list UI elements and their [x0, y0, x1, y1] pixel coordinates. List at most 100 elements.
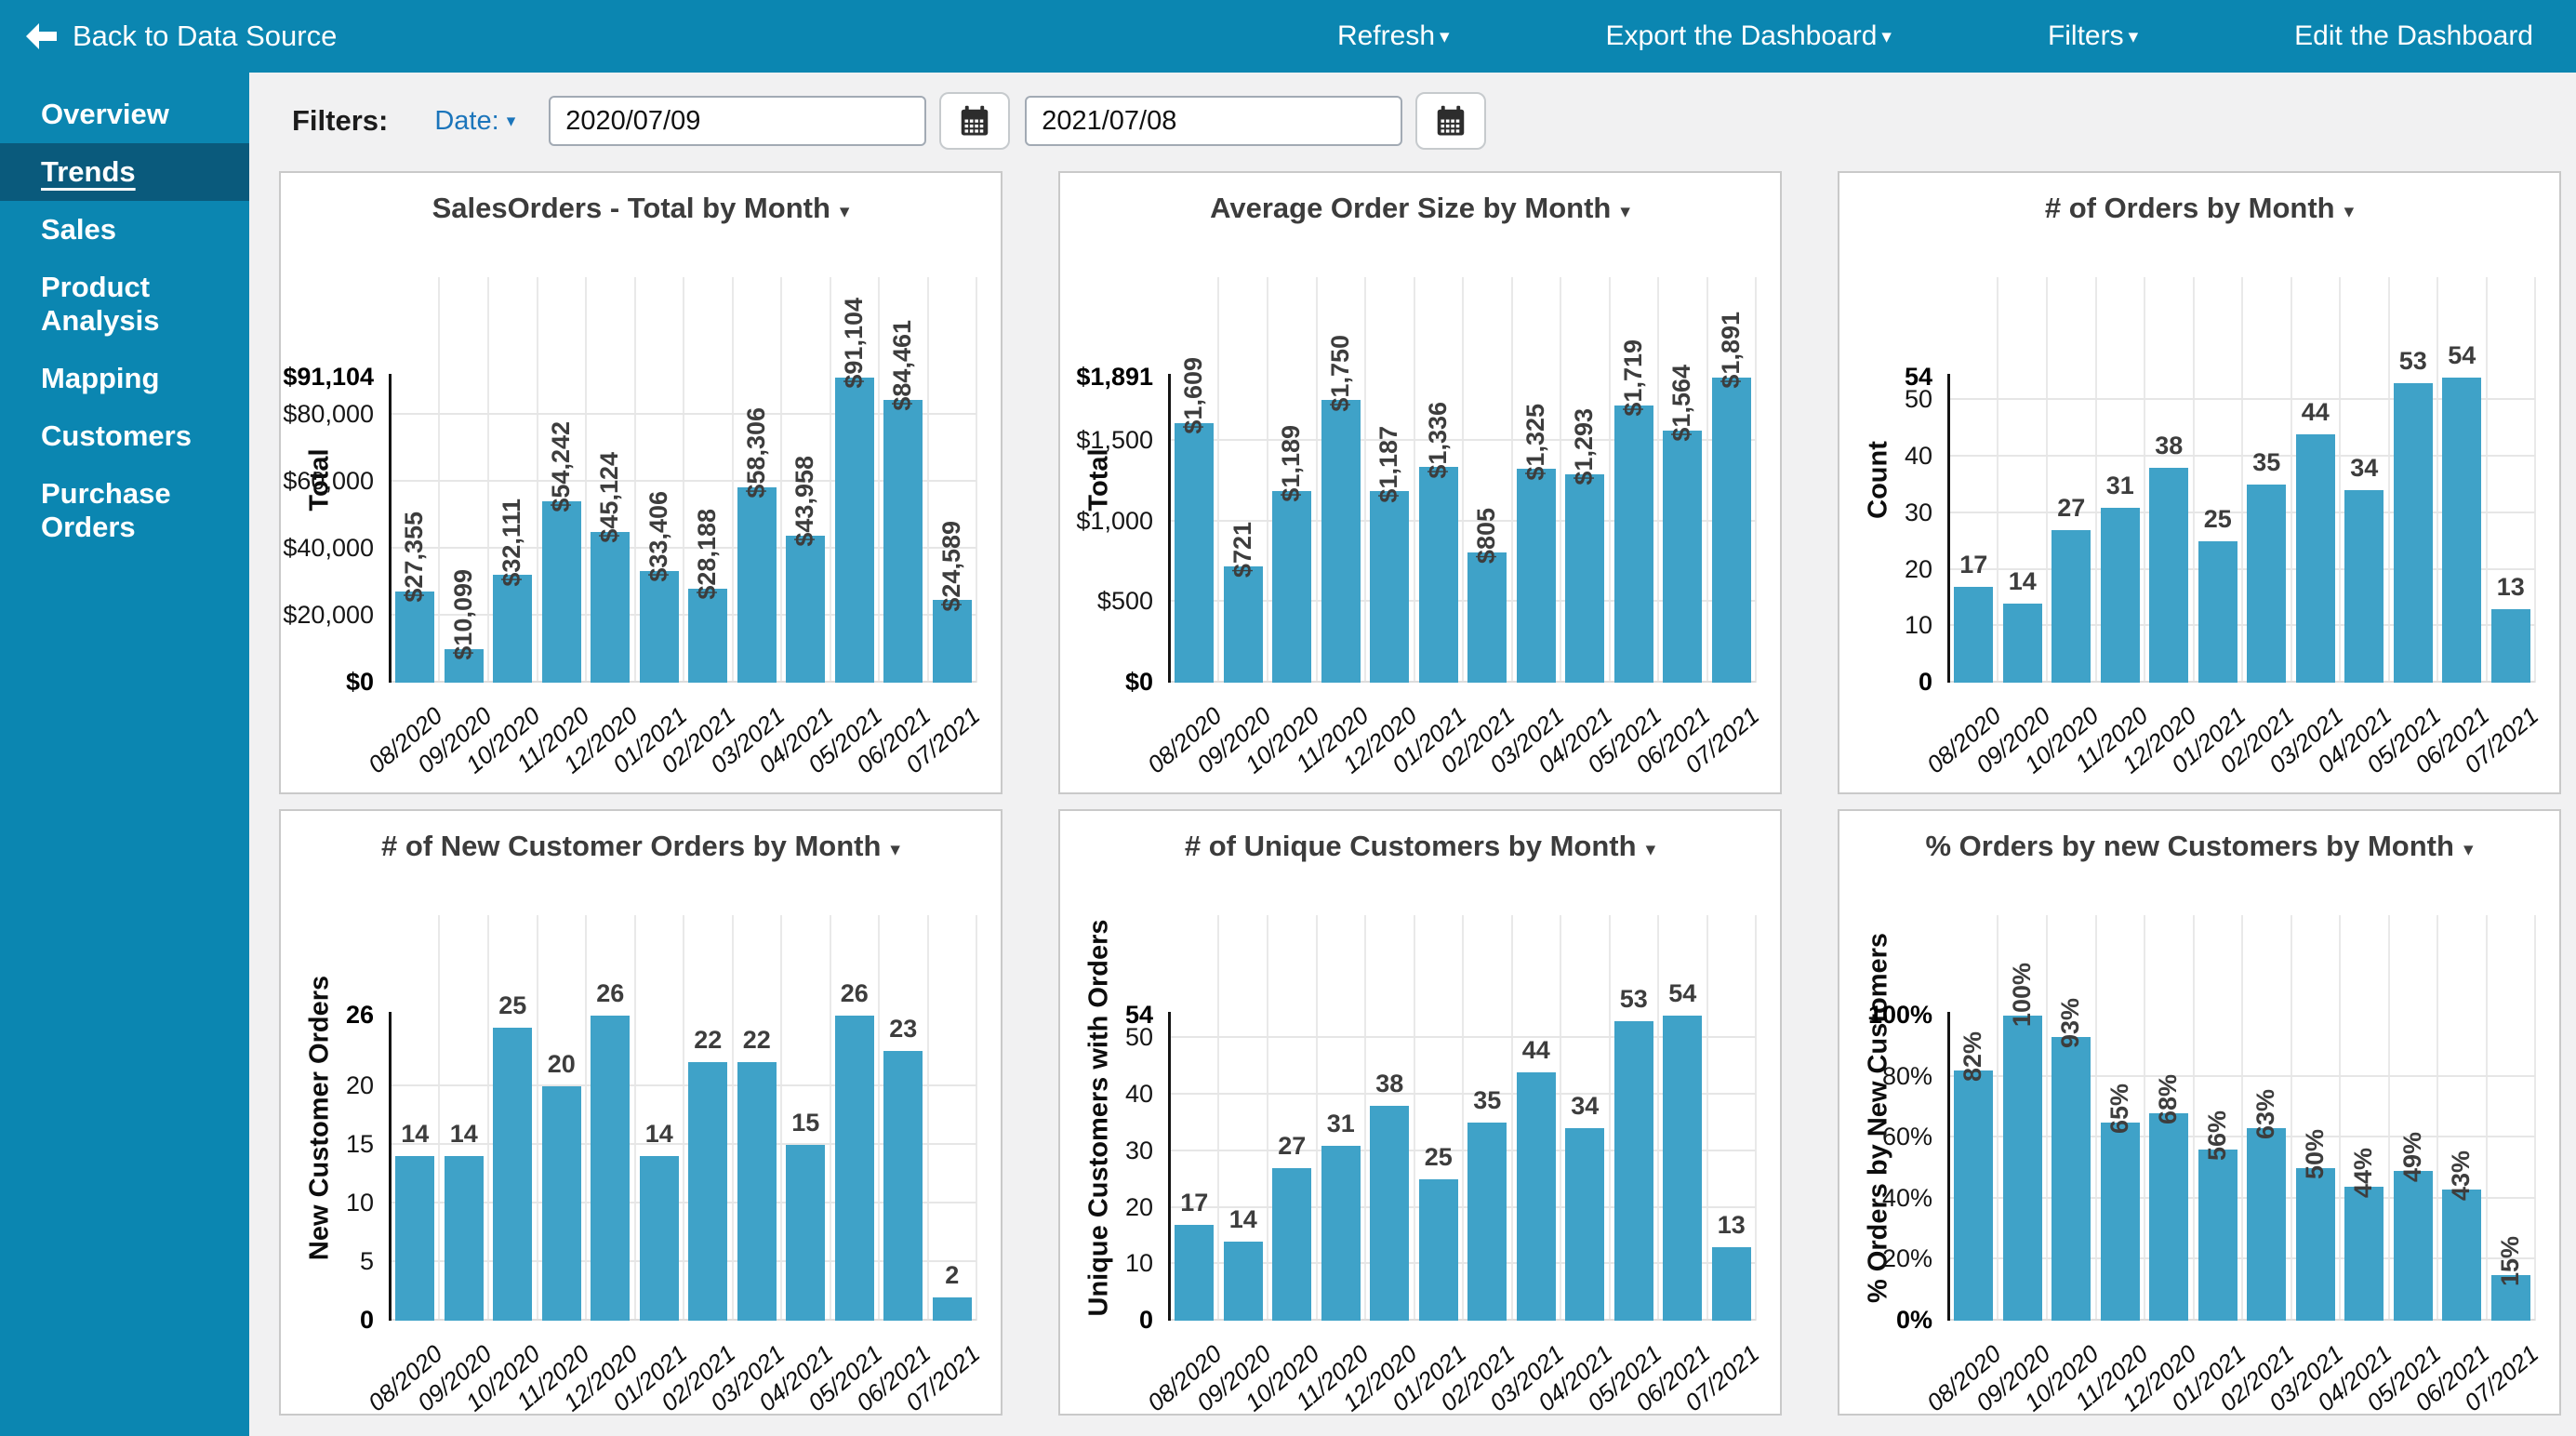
bar[interactable]	[2149, 468, 2189, 683]
edit-dashboard-menu[interactable]: Edit the Dashboard	[2294, 20, 2533, 51]
bar[interactable]	[2247, 1128, 2287, 1321]
bar[interactable]	[1272, 1168, 1312, 1321]
bar[interactable]	[1516, 469, 1556, 683]
bar[interactable]	[2344, 490, 2384, 683]
bar[interactable]	[2247, 485, 2287, 683]
caret-down-icon[interactable]: ▾	[839, 201, 850, 222]
bar[interactable]	[1223, 565, 1263, 683]
bar[interactable]	[444, 648, 484, 683]
sidebar-item-customers[interactable]: Customers	[41, 419, 192, 452]
bar[interactable]	[395, 1156, 435, 1321]
bar[interactable]	[2002, 1016, 2042, 1321]
bar[interactable]	[591, 531, 631, 683]
bar[interactable]	[1613, 405, 1653, 683]
bar[interactable]	[1565, 1128, 1605, 1321]
end-date-calendar-button[interactable]	[1415, 92, 1487, 150]
bar[interactable]	[2100, 1122, 2140, 1321]
back-to-data-source-link[interactable]: Back to Data Source	[24, 20, 337, 53]
bar[interactable]	[932, 1296, 972, 1321]
bar[interactable]	[688, 1062, 728, 1321]
sidebar-item-purchase-orders[interactable]: Purchase Orders	[41, 477, 171, 543]
bar[interactable]	[1370, 491, 1410, 683]
refresh-menu[interactable]: Refresh ▾	[1336, 20, 1450, 51]
bar[interactable]	[1418, 467, 1458, 683]
caret-down-icon[interactable]: ▾	[1645, 839, 1656, 860]
sidebar-item-overview[interactable]: Overview	[41, 98, 169, 130]
bar[interactable]	[932, 600, 972, 683]
export-dashboard-menu[interactable]: Export the Dashboard ▾	[1605, 20, 1892, 51]
bar[interactable]	[2490, 609, 2530, 683]
bar[interactable]	[541, 1085, 581, 1321]
bar[interactable]	[2198, 1150, 2237, 1321]
bar[interactable]	[2052, 1036, 2091, 1321]
bar[interactable]	[2100, 507, 2140, 683]
end-date-input[interactable]	[1025, 96, 1403, 146]
bar[interactable]	[1370, 1106, 1410, 1321]
bar[interactable]	[493, 1027, 533, 1321]
caret-down-icon[interactable]: ▾	[2463, 839, 2474, 860]
y-tick-label: $40,000	[283, 533, 374, 562]
bar[interactable]	[1272, 490, 1312, 683]
bar[interactable]	[1467, 1123, 1507, 1321]
bar[interactable]	[1175, 422, 1215, 683]
y-tick-label: $60,000	[283, 466, 374, 495]
bar[interactable]	[737, 1062, 777, 1321]
bar[interactable]	[2442, 378, 2482, 683]
bar[interactable]	[2393, 383, 2433, 683]
horizontal-gridline	[1170, 1149, 1756, 1151]
bar[interactable]	[883, 1050, 923, 1321]
sidebar-item-trends[interactable]: Trends	[0, 143, 249, 201]
bar[interactable]	[1954, 586, 1994, 683]
bar[interactable]	[1663, 1016, 1703, 1321]
bar[interactable]	[688, 588, 728, 683]
bar[interactable]	[786, 1144, 826, 1321]
sidebar-item-product-analysis[interactable]: Product Analysis	[41, 271, 160, 337]
bar-value-label: 22	[694, 1026, 723, 1055]
bar[interactable]	[834, 1016, 874, 1321]
bar[interactable]	[639, 570, 679, 683]
bar[interactable]	[737, 487, 777, 683]
sidebar-item-mapping[interactable]: Mapping	[41, 362, 160, 394]
bar[interactable]	[2490, 1274, 2530, 1321]
bar[interactable]	[1321, 400, 1361, 683]
bar[interactable]	[2344, 1186, 2384, 1321]
bar[interactable]	[1418, 1179, 1458, 1321]
bar[interactable]	[493, 575, 533, 683]
bar[interactable]	[1175, 1224, 1215, 1321]
filters-menu[interactable]: Filters ▾	[2047, 20, 2139, 51]
bar[interactable]	[2198, 541, 2237, 683]
bar[interactable]	[541, 500, 581, 683]
horizontal-gridline	[391, 412, 976, 415]
bar[interactable]	[786, 535, 826, 683]
caret-down-icon[interactable]: ▾	[2344, 201, 2355, 222]
bar[interactable]	[2393, 1171, 2433, 1321]
bar[interactable]	[1321, 1145, 1361, 1321]
bar[interactable]	[1613, 1021, 1653, 1321]
bar[interactable]	[1223, 1241, 1263, 1321]
bar[interactable]	[591, 1016, 631, 1321]
bar[interactable]	[1663, 430, 1703, 683]
sidebar-item-sales[interactable]: Sales	[41, 213, 117, 246]
bar[interactable]	[1711, 378, 1751, 683]
bar[interactable]	[2149, 1112, 2189, 1321]
bar[interactable]	[1711, 1247, 1751, 1321]
bar[interactable]	[2295, 1168, 2335, 1321]
caret-down-icon[interactable]: ▾	[890, 839, 900, 860]
bar[interactable]	[395, 591, 435, 683]
bar[interactable]	[834, 378, 874, 683]
start-date-calendar-button[interactable]	[939, 92, 1011, 150]
bar[interactable]	[883, 399, 923, 683]
start-date-input[interactable]	[549, 96, 927, 146]
bar[interactable]	[2295, 433, 2335, 683]
bar[interactable]	[2052, 530, 2091, 683]
caret-down-icon[interactable]: ▾	[1620, 201, 1630, 222]
bar[interactable]	[2002, 603, 2042, 683]
bar[interactable]	[1954, 1070, 1994, 1321]
bar[interactable]	[1516, 1071, 1556, 1321]
bar[interactable]	[1467, 552, 1507, 683]
bar[interactable]	[2442, 1189, 2482, 1321]
date-filter-dropdown[interactable]: Date: ▾	[434, 105, 516, 136]
bar[interactable]	[1565, 473, 1605, 683]
bar[interactable]	[639, 1156, 679, 1321]
bar[interactable]	[444, 1156, 484, 1321]
